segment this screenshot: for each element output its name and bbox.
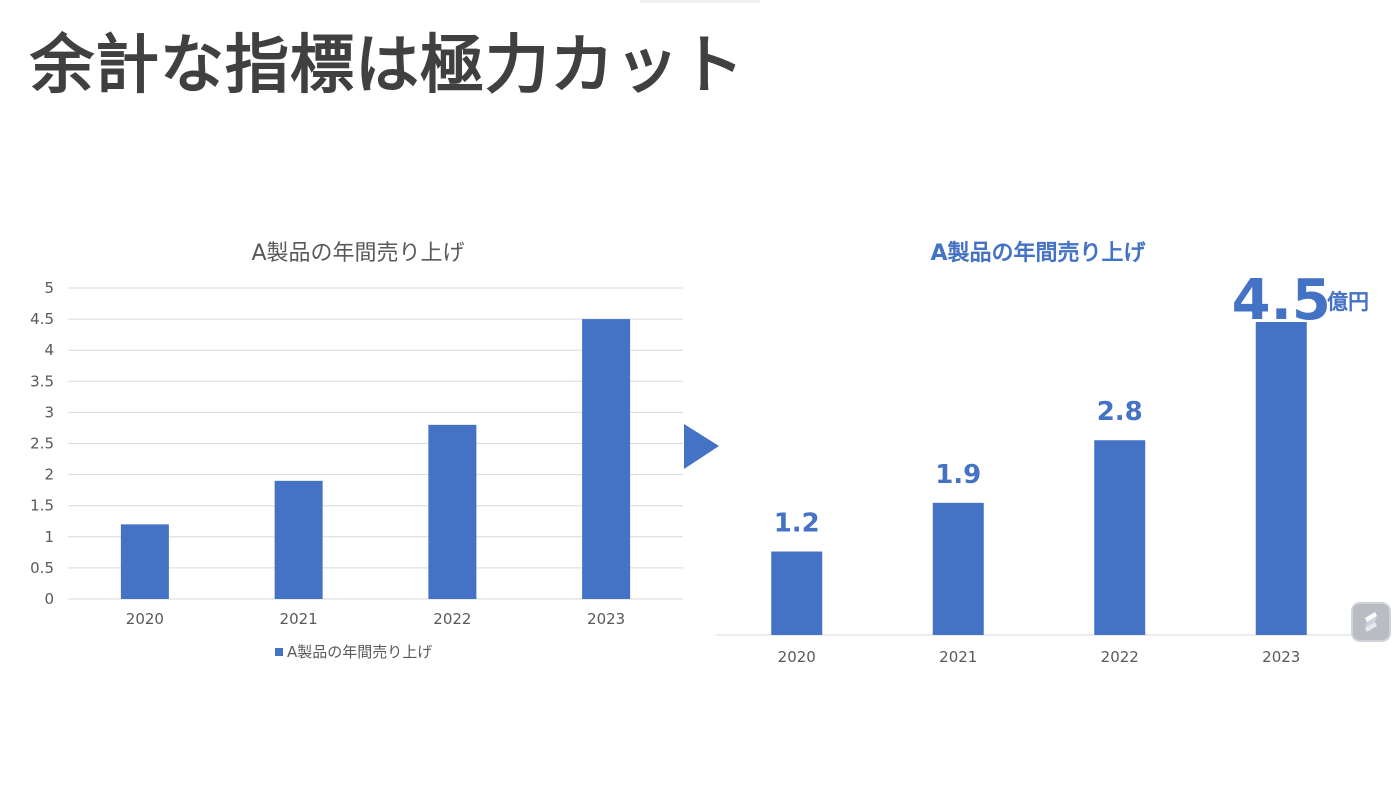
left-chart: A製品の年間売り上げ 00.511.522.533.544.55 2020 202… <box>30 241 683 661</box>
slide-title: 余計な指標は極力カット <box>30 29 745 103</box>
y-tick-label: 4 <box>44 341 54 359</box>
y-tick-label: 3 <box>44 403 54 421</box>
legend-swatch <box>275 648 283 656</box>
bar-2021 <box>274 480 323 599</box>
x-tick-label: 2023 <box>587 610 625 628</box>
x-tick-label: 2021 <box>939 648 977 666</box>
ai-assistant-icon[interactable] <box>1351 602 1391 642</box>
bar-2023 <box>582 319 631 599</box>
left-gridlines <box>68 287 683 600</box>
bar-2020 <box>771 551 823 635</box>
left-bars <box>120 319 631 599</box>
left-x-axis: 2020 2021 2022 2023 <box>126 610 625 628</box>
y-tick-label: 3.5 <box>30 372 54 390</box>
y-tick-label: 0 <box>44 590 54 608</box>
bar-2020 <box>120 524 169 599</box>
data-label: 2.8 <box>1097 397 1143 427</box>
x-tick-label: 2021 <box>280 610 318 628</box>
right-chart-title: A製品の年間売り上げ <box>930 240 1146 266</box>
y-tick-label: 2.5 <box>30 435 54 453</box>
bar-2022 <box>428 424 477 599</box>
y-tick-label: 1.5 <box>30 497 54 515</box>
data-label: 1.2 <box>774 509 820 539</box>
y-tick-label: 1 <box>44 528 54 546</box>
unit-label: 億円 <box>1327 290 1369 314</box>
right-x-axis: 2020 2021 2022 2023 <box>778 648 1301 666</box>
right-bars <box>771 322 1307 635</box>
y-tick-label: 0.5 <box>30 559 54 577</box>
x-tick-label: 2023 <box>1262 648 1300 666</box>
x-tick-label: 2022 <box>1101 648 1139 666</box>
left-y-axis: 0 0.5 1 1.5 2 2.5 3 3.5 4 4.5 5 <box>30 279 54 608</box>
top-strip <box>640 0 760 3</box>
data-label: 1.9 <box>935 460 981 490</box>
bar-2023 <box>1255 322 1307 635</box>
y-tick-label: 5 <box>44 279 54 297</box>
left-chart-title: A製品の年間売り上げ <box>251 241 464 266</box>
x-tick-label: 2020 <box>126 610 164 628</box>
x-tick-label: 2022 <box>433 610 471 628</box>
bar-2022 <box>1094 440 1146 635</box>
bar-2021 <box>932 502 984 635</box>
x-tick-label: 2020 <box>778 648 816 666</box>
y-tick-label: 2 <box>44 466 54 484</box>
right-chart: A製品の年間売り上げ 1.2 1.9 2.8 4.5 2020 2021 2022 2023… <box>716 240 1390 666</box>
y-tick-label: 4.5 <box>30 310 54 328</box>
right-data-labels: 1.2 1.9 2.8 4.5 <box>774 268 1331 539</box>
data-label: 4.5 <box>1232 268 1331 333</box>
left-legend: A製品の年間売り上げ <box>275 643 432 661</box>
right-triangle-arrow-icon <box>684 424 719 469</box>
badge-glyph <box>1365 612 1377 632</box>
legend-label: A製品の年間売り上げ <box>287 643 432 661</box>
